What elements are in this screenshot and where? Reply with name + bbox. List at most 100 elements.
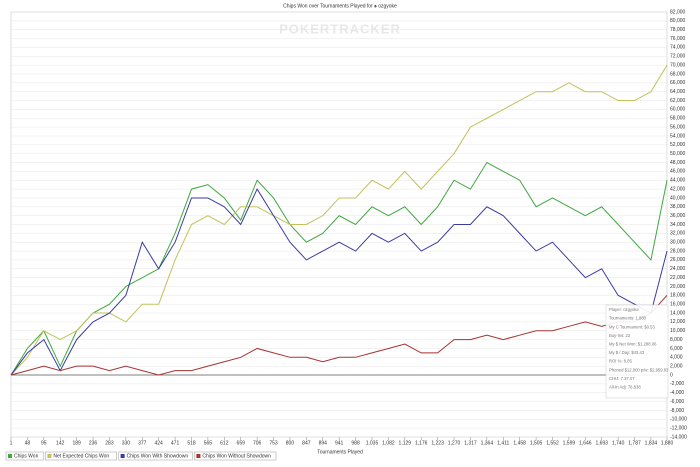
y-tick-label: 32,000 <box>670 231 686 237</box>
y-tick-label: 2,000 <box>670 363 683 369</box>
legend-box <box>45 451 117 461</box>
x-tick-label: 1,223 <box>431 440 444 446</box>
x-tick-label: 800 <box>286 440 295 446</box>
x-tick-label: 471 <box>171 440 180 446</box>
y-tick-label: 68,000 <box>670 71 686 77</box>
y-tick-label: 64,000 <box>670 89 686 95</box>
y-tick-label: -2,000 <box>670 381 684 387</box>
x-tick-label: 1,787 <box>628 440 641 446</box>
tooltip: Player: ozgyoke Tournaments: 1,880 My C To… <box>605 304 669 399</box>
y-tick-label: 34,000 <box>670 222 686 228</box>
x-tick-label: 1,552 <box>546 440 559 446</box>
y-tick-label: 20,000 <box>670 284 686 290</box>
legend-swatch <box>196 454 201 458</box>
chart-title: Chips Won over Tournaments Played for ♠ … <box>283 3 397 9</box>
tooltip-line: Tournaments: 1,880 <box>609 316 647 321</box>
y-tick-label: 36,000 <box>670 213 686 219</box>
y-tick-label: 10,000 <box>670 328 686 334</box>
x-tick-label: 1,082 <box>382 440 395 446</box>
x-tick-label: 1,834 <box>645 440 658 446</box>
tooltip-line: CHIJ: 7.37.07 <box>609 376 635 381</box>
y-tick-label: 66,000 <box>670 80 686 86</box>
x-tick-label: 95 <box>41 440 47 446</box>
x-tick-label: 1,176 <box>415 440 428 446</box>
y-tick-label: 24,000 <box>670 266 686 272</box>
x-tick-label: 941 <box>335 440 344 446</box>
x-axis-title: Tournaments Played <box>317 449 363 455</box>
y-tick-label: 18,000 <box>670 293 686 299</box>
x-tick-label: 1,880 <box>661 440 674 446</box>
y-tick-label: 22,000 <box>670 275 686 281</box>
x-tick-label: 894 <box>319 440 328 446</box>
x-tick-label: 706 <box>253 440 262 446</box>
legend-label: Chips Won With Showdown <box>127 454 189 460</box>
x-tick-label: 988 <box>351 440 360 446</box>
legend-swatch <box>47 454 52 458</box>
tooltip-line: Player: ozgyoke <box>609 307 639 312</box>
y-tick-label: 26,000 <box>670 257 686 263</box>
tooltip-box <box>605 304 669 399</box>
y-tick-label: 30,000 <box>670 240 686 246</box>
x-tick-label: 1,035 <box>366 440 379 446</box>
y-tick-label: 42,000 <box>670 186 686 192</box>
y-tick-label: 80,000 <box>670 18 686 24</box>
y-tick-label: 16,000 <box>670 302 686 308</box>
legend-box <box>194 451 277 461</box>
watermark: POKERTRACKER <box>279 21 401 36</box>
x-tick-label: 1,646 <box>579 440 592 446</box>
y-tick-label: 40,000 <box>670 195 686 201</box>
x-tick-label: 1 <box>10 440 13 446</box>
y-tick-label: 78,000 <box>670 27 686 33</box>
x-tick-label: 1,411 <box>497 440 509 446</box>
x-tick-label: 189 <box>72 440 81 446</box>
legend-swatch <box>120 454 125 458</box>
y-tick-label: 8,000 <box>670 337 683 343</box>
y-tick-label: -10,000 <box>670 417 687 423</box>
x-tick-label: 1,270 <box>448 440 461 446</box>
x-tick-label: 1,458 <box>513 440 526 446</box>
y-tick-label: 52,000 <box>670 142 686 148</box>
x-tick-label: 1,599 <box>563 440 576 446</box>
tooltip-line: My $ Net Won: $1,288.06 <box>609 342 657 347</box>
legend-label: Chips Won <box>14 454 39 460</box>
legend-swatch <box>8 454 12 458</box>
tooltip-line: Buy-Ins: 22 <box>609 333 631 338</box>
y-tick-label: -8,000 <box>670 408 684 414</box>
series-line <box>10 161 668 376</box>
y-tick-label: 74,000 <box>670 45 686 51</box>
y-tick-label: 76,000 <box>670 36 686 42</box>
series-line <box>10 188 668 376</box>
y-tick-label: 50,000 <box>670 151 686 157</box>
y-tick-label: 46,000 <box>670 169 686 175</box>
legend-box <box>118 451 193 461</box>
tooltip-line: My C Tournament: $0.53 <box>609 324 655 329</box>
y-tick-label: 54,000 <box>670 133 686 139</box>
x-tick-label: 330 <box>122 440 131 446</box>
x-tick-label: 1,693 <box>595 440 608 446</box>
legend-label: Chips Won Without Showdown <box>202 454 271 460</box>
series-line <box>10 294 668 376</box>
x-tick-label: 142 <box>56 440 65 446</box>
y-tick-label: 44,000 <box>670 178 686 184</box>
legend-box <box>5 451 44 461</box>
tooltip-line: Phoned $12,000 p/w: $2,959.83 <box>609 367 669 372</box>
x-tick-label: 565 <box>204 440 213 446</box>
y-tick-label: 72,000 <box>670 54 686 60</box>
x-tick-label: 424 <box>155 440 164 446</box>
series-line <box>10 64 668 376</box>
y-tick-label: 38,000 <box>670 204 686 210</box>
x-tick-label: 847 <box>302 440 311 446</box>
y-tick-label: -4,000 <box>670 390 684 396</box>
y-tick-label: 56,000 <box>670 124 686 130</box>
tooltip-line: ROI %: 8.05 <box>609 359 632 364</box>
y-tick-label: 82,000 <box>670 9 686 15</box>
x-tick-label: 283 <box>105 440 114 446</box>
tooltip-line: My $ / Day: $43.43 <box>609 350 645 355</box>
x-tick-label: 612 <box>220 440 229 446</box>
y-tick-label: 48,000 <box>670 160 686 166</box>
y-tick-label: 28,000 <box>670 248 686 254</box>
x-tick-label: 1,505 <box>530 440 543 446</box>
x-tick-label: 1,364 <box>481 440 494 446</box>
y-tick-label: 6,000 <box>670 346 683 352</box>
